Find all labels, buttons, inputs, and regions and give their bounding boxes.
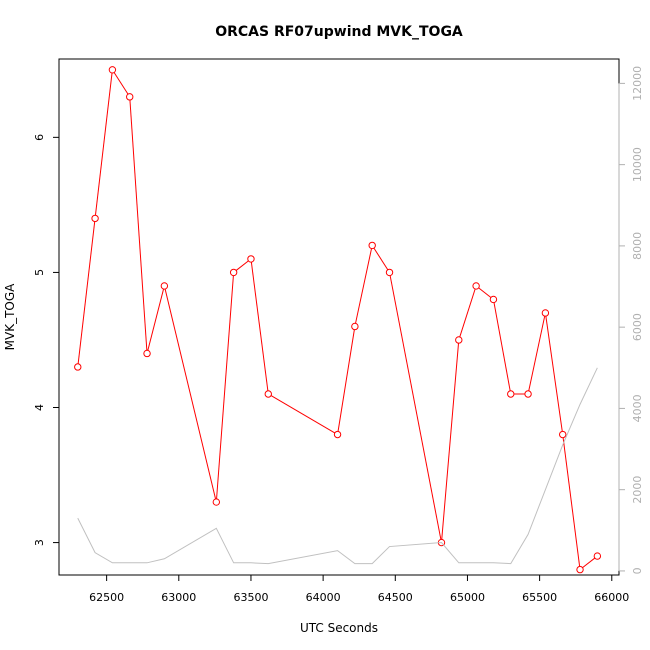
y-tick-label-right: 6000 xyxy=(631,313,644,341)
y-tick-label-left: 6 xyxy=(33,134,46,141)
series-line-segment xyxy=(77,221,96,364)
series-layer xyxy=(74,66,602,574)
data-point xyxy=(143,349,151,358)
x-tick-label: 63000 xyxy=(161,591,196,604)
series-line-segment xyxy=(216,275,234,499)
series-line-segment xyxy=(113,72,129,95)
series-line-segment xyxy=(528,315,546,391)
series-1 xyxy=(77,367,598,565)
data-point xyxy=(593,552,602,560)
data-point xyxy=(91,214,99,223)
data-point xyxy=(524,390,532,398)
data-point xyxy=(455,336,463,344)
x-axis: 62500 63000 63500 64000 64500 65000 65500 66000 xyxy=(89,574,629,604)
series-line-segment xyxy=(478,287,492,298)
series-line-segment xyxy=(147,288,165,351)
y-tick-label-right: 4000 xyxy=(631,394,644,422)
data-point xyxy=(351,322,359,331)
data-point xyxy=(126,93,134,101)
data-point xyxy=(229,268,238,277)
series-0 xyxy=(74,66,602,574)
plot-frame xyxy=(58,58,620,576)
y-tick-label-left: 5 xyxy=(33,269,46,276)
y-tick-label-right: 12000 xyxy=(631,66,644,101)
series-line-segment xyxy=(235,260,249,271)
series-line-segment xyxy=(582,557,596,569)
x-tick-label: 65000 xyxy=(450,591,485,604)
x-tick-label: 65500 xyxy=(522,591,557,604)
y-tick-label-right: 2000 xyxy=(631,476,644,504)
x-tick-label: 66000 xyxy=(594,591,629,604)
series-line-segment xyxy=(441,343,460,540)
y-tick-label-left: 3 xyxy=(33,539,46,546)
data-point xyxy=(559,430,567,439)
y-axis-label: MVK_TOGA xyxy=(3,283,17,351)
data-point xyxy=(368,241,376,250)
x-tick-label: 64000 xyxy=(306,591,341,604)
data-point xyxy=(507,390,515,398)
data-point xyxy=(264,390,272,398)
data-point xyxy=(472,282,480,290)
series-line-segment xyxy=(545,316,563,432)
data-point xyxy=(160,282,169,290)
chart-title: ORCAS RF07upwind MVK_TOGA xyxy=(215,24,463,40)
y-axis-right: 0 2000 4000 6000 8000 10000 12000 xyxy=(618,66,644,574)
series-line-segment xyxy=(373,247,389,271)
y-tick-label-right: 8000 xyxy=(631,232,644,260)
y-tick-label-right: 0 xyxy=(631,567,644,574)
series-line-segment xyxy=(94,72,113,216)
data-point xyxy=(247,255,255,263)
data-point xyxy=(212,498,221,506)
series-line-segment xyxy=(355,248,373,324)
data-point xyxy=(541,309,550,317)
y-tick-label-left: 4 xyxy=(33,404,46,411)
series-line-segment xyxy=(459,288,476,338)
x-tick-label: 62500 xyxy=(89,591,124,604)
y-axis-left: 3 4 5 6 xyxy=(33,134,60,546)
data-point xyxy=(333,430,342,439)
x-tick-label: 64500 xyxy=(378,591,413,604)
data-point xyxy=(489,295,498,304)
x-axis-label: UTC Seconds xyxy=(300,621,378,635)
data-point xyxy=(385,268,394,277)
x-tick-label: 63500 xyxy=(233,591,268,604)
series-line xyxy=(77,367,598,565)
data-point xyxy=(74,363,82,371)
series-line-segment xyxy=(250,262,269,391)
data-point xyxy=(108,66,117,74)
series-line-segment xyxy=(164,288,217,500)
series-line-segment xyxy=(562,437,581,567)
y-tick-label-right: 10000 xyxy=(631,147,644,182)
series-line-segment xyxy=(493,302,511,391)
series-line-segment xyxy=(129,99,148,351)
series-line-segment xyxy=(270,395,336,434)
series-line-segment xyxy=(337,329,355,432)
data-point xyxy=(576,565,584,574)
series-line-segment xyxy=(389,275,442,540)
